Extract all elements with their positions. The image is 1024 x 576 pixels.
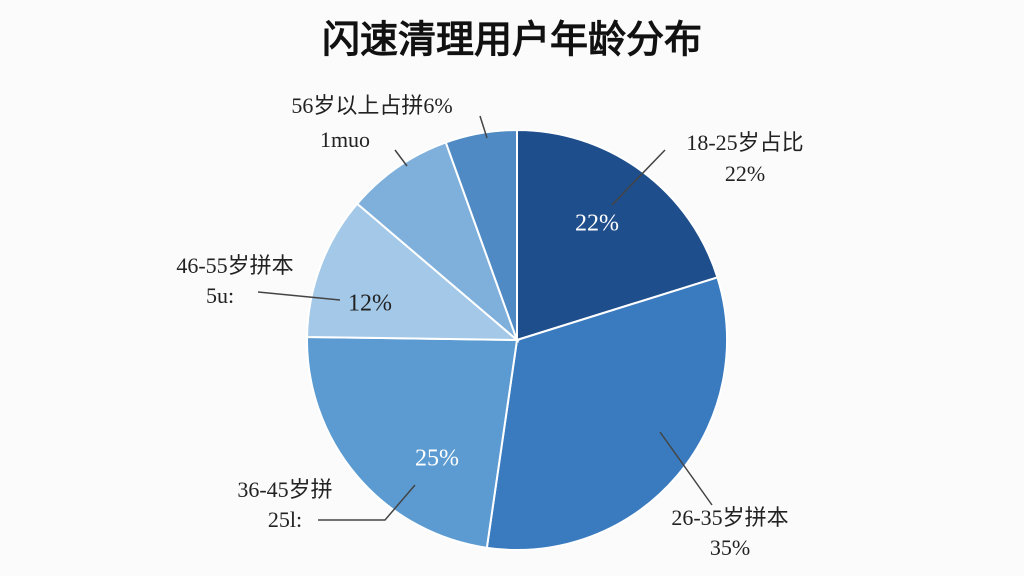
slice-sublabel: 22%: [725, 161, 765, 186]
leader-line: [257, 291, 341, 301]
slice-sublabel: 25l:: [268, 507, 302, 532]
slice-label: 46-55岁拼本: [176, 253, 293, 278]
value-label: 25%: [415, 446, 459, 472]
pie-slice: [306, 335, 519, 549]
value-label: 22%: [575, 211, 619, 237]
value-label: 12%: [348, 291, 392, 317]
pie-slice: [355, 141, 520, 344]
pie-slice: [516, 128, 719, 342]
slice-sublabel: 35%: [710, 535, 750, 560]
slice-sublabel: 5u:: [206, 283, 234, 308]
pie-slice: [306, 202, 520, 342]
slice-sublabel: 1muo: [320, 127, 370, 152]
pie-slice: [485, 276, 728, 551]
pie-slice: [444, 128, 518, 341]
slice-label: 56岁以上占拼6%: [291, 93, 452, 118]
chart-title: 闪速清理用户年龄分布: [322, 18, 702, 62]
leader-line: [659, 431, 713, 506]
leader-line: [394, 115, 488, 167]
slice-label: 18-25岁占比: [686, 130, 803, 155]
leader-line: [611, 149, 666, 206]
leader-line: [318, 484, 416, 521]
slice-label: 36-45岁拼: [237, 477, 332, 502]
slice-label: 26-35岁拼本: [671, 505, 788, 530]
